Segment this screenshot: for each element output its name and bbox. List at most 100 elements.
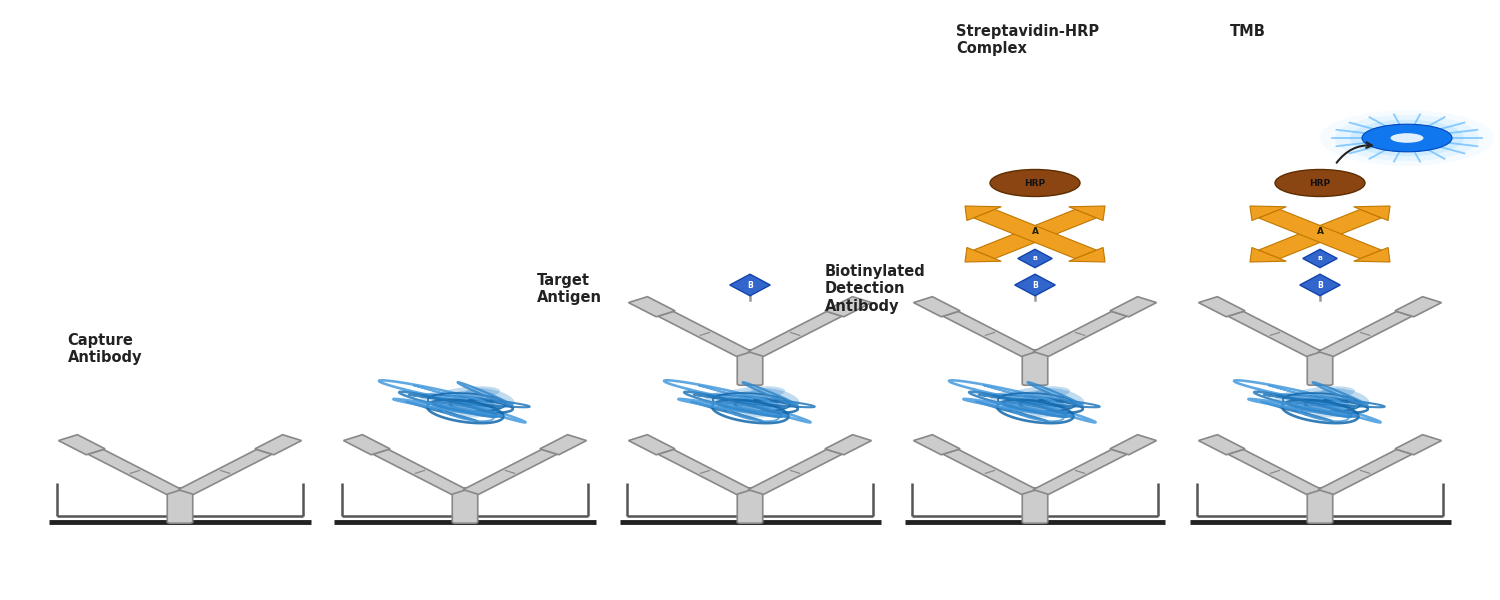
Ellipse shape bbox=[435, 391, 483, 413]
Polygon shape bbox=[1250, 206, 1287, 221]
Text: Capture
Antibody: Capture Antibody bbox=[68, 333, 142, 365]
Ellipse shape bbox=[1290, 391, 1338, 413]
Ellipse shape bbox=[1362, 124, 1452, 152]
FancyBboxPatch shape bbox=[1306, 488, 1332, 523]
Ellipse shape bbox=[750, 388, 800, 408]
Polygon shape bbox=[964, 206, 1002, 221]
Polygon shape bbox=[1068, 247, 1106, 262]
Text: Target
Antigen: Target Antigen bbox=[537, 273, 602, 305]
Polygon shape bbox=[1228, 449, 1322, 494]
Polygon shape bbox=[374, 449, 466, 494]
FancyBboxPatch shape bbox=[1306, 350, 1332, 385]
Polygon shape bbox=[464, 449, 556, 494]
Polygon shape bbox=[658, 311, 752, 356]
Polygon shape bbox=[748, 311, 842, 356]
FancyBboxPatch shape bbox=[738, 488, 762, 523]
Text: HRP: HRP bbox=[1024, 179, 1045, 187]
Text: B: B bbox=[1032, 256, 1038, 261]
Polygon shape bbox=[1353, 206, 1390, 221]
Polygon shape bbox=[1318, 449, 1412, 494]
Ellipse shape bbox=[1294, 386, 1354, 400]
Ellipse shape bbox=[454, 399, 497, 418]
Text: B: B bbox=[747, 280, 753, 289]
FancyBboxPatch shape bbox=[1023, 488, 1047, 523]
Polygon shape bbox=[1019, 250, 1052, 268]
FancyBboxPatch shape bbox=[166, 488, 192, 523]
Ellipse shape bbox=[1320, 110, 1494, 166]
Polygon shape bbox=[1250, 247, 1287, 262]
Polygon shape bbox=[944, 311, 1036, 356]
Polygon shape bbox=[1068, 206, 1106, 221]
Text: B: B bbox=[1317, 256, 1323, 261]
Ellipse shape bbox=[1310, 399, 1352, 418]
Polygon shape bbox=[1318, 311, 1412, 356]
Polygon shape bbox=[1395, 296, 1441, 317]
Ellipse shape bbox=[722, 395, 780, 413]
Polygon shape bbox=[628, 296, 675, 317]
Polygon shape bbox=[1258, 209, 1382, 259]
Polygon shape bbox=[1395, 434, 1441, 455]
Ellipse shape bbox=[1292, 395, 1350, 413]
Polygon shape bbox=[825, 434, 872, 455]
FancyBboxPatch shape bbox=[1023, 350, 1047, 385]
Ellipse shape bbox=[705, 391, 746, 412]
Polygon shape bbox=[914, 434, 960, 455]
Ellipse shape bbox=[1335, 115, 1479, 161]
Text: TMB: TMB bbox=[1230, 24, 1266, 39]
Ellipse shape bbox=[1005, 391, 1053, 413]
Ellipse shape bbox=[1320, 388, 1370, 408]
Polygon shape bbox=[88, 449, 182, 494]
Polygon shape bbox=[628, 434, 675, 455]
Polygon shape bbox=[1014, 274, 1054, 296]
Polygon shape bbox=[1110, 296, 1156, 317]
Polygon shape bbox=[1228, 311, 1322, 356]
Ellipse shape bbox=[1390, 133, 1423, 143]
Ellipse shape bbox=[720, 391, 768, 413]
Polygon shape bbox=[914, 296, 960, 317]
Polygon shape bbox=[255, 434, 302, 455]
Polygon shape bbox=[974, 209, 1096, 259]
Polygon shape bbox=[748, 449, 842, 494]
FancyBboxPatch shape bbox=[738, 350, 762, 385]
Ellipse shape bbox=[440, 386, 500, 400]
Polygon shape bbox=[540, 434, 586, 455]
Polygon shape bbox=[1299, 274, 1341, 296]
Ellipse shape bbox=[465, 388, 514, 408]
Text: Streptavidin-HRP
Complex: Streptavidin-HRP Complex bbox=[956, 24, 1100, 56]
Text: HRP: HRP bbox=[1310, 179, 1330, 187]
Polygon shape bbox=[1034, 449, 1126, 494]
Polygon shape bbox=[1198, 434, 1245, 455]
Ellipse shape bbox=[1024, 399, 1066, 418]
Text: B: B bbox=[1317, 280, 1323, 289]
Polygon shape bbox=[729, 274, 771, 296]
Polygon shape bbox=[58, 434, 105, 455]
Ellipse shape bbox=[740, 399, 782, 418]
Polygon shape bbox=[1034, 311, 1126, 356]
Polygon shape bbox=[1198, 296, 1245, 317]
Ellipse shape bbox=[1275, 170, 1365, 197]
Polygon shape bbox=[964, 247, 1002, 262]
Text: A: A bbox=[1032, 227, 1038, 236]
FancyBboxPatch shape bbox=[453, 488, 477, 523]
Ellipse shape bbox=[420, 391, 460, 412]
Ellipse shape bbox=[1035, 388, 1084, 408]
Polygon shape bbox=[944, 449, 1036, 494]
Polygon shape bbox=[1353, 247, 1390, 262]
Ellipse shape bbox=[990, 170, 1080, 197]
Text: A: A bbox=[1317, 227, 1323, 236]
Ellipse shape bbox=[1275, 391, 1316, 412]
Ellipse shape bbox=[990, 391, 1030, 412]
Polygon shape bbox=[344, 434, 390, 455]
Text: Biotinylated
Detection
Antibody: Biotinylated Detection Antibody bbox=[825, 264, 926, 314]
Ellipse shape bbox=[1007, 395, 1065, 413]
Polygon shape bbox=[974, 209, 1096, 259]
Polygon shape bbox=[1304, 250, 1336, 268]
Polygon shape bbox=[1258, 209, 1382, 259]
Polygon shape bbox=[658, 449, 752, 494]
Ellipse shape bbox=[436, 395, 495, 413]
Ellipse shape bbox=[1350, 120, 1464, 156]
Polygon shape bbox=[825, 296, 872, 317]
Polygon shape bbox=[1110, 434, 1156, 455]
Polygon shape bbox=[178, 449, 272, 494]
Ellipse shape bbox=[724, 386, 784, 400]
